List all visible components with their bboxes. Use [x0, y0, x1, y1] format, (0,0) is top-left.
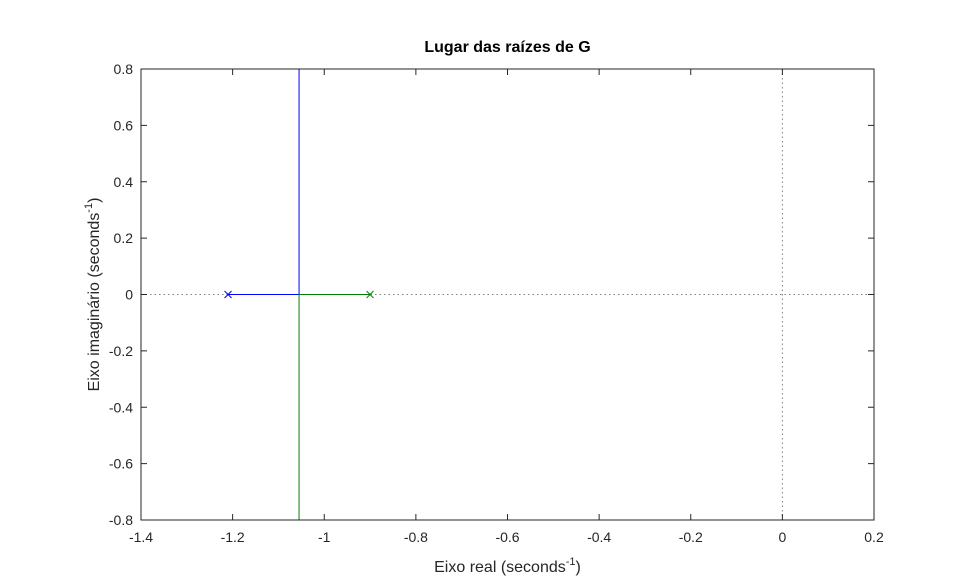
- y-axis-title-superscript: -1: [83, 203, 95, 213]
- plot-area: [141, 69, 874, 520]
- y-tick-label: 0: [125, 287, 133, 303]
- x-tick-label: -0.8: [404, 529, 428, 545]
- x-tick-label: -0.6: [495, 529, 519, 545]
- y-tick-label: -0.2: [109, 343, 133, 359]
- y-axis-title-close: ): [86, 198, 103, 203]
- x-axis-title: Eixo real (seconds-1): [434, 556, 581, 576]
- x-tick-label: -0.4: [587, 529, 611, 545]
- x-axis-title-superscript: -1: [566, 556, 576, 568]
- y-tick-label: 0.2: [114, 230, 134, 246]
- x-tick-label: -0.2: [679, 529, 703, 545]
- x-tick-label: -1: [318, 529, 331, 545]
- y-axis-title: Eixo imaginário (seconds-1): [83, 198, 103, 392]
- x-tick-label: 0: [778, 529, 786, 545]
- y-tick-label: -0.6: [109, 456, 133, 472]
- x-axis-title-main: Eixo real (seconds: [434, 559, 566, 576]
- x-tick-label: -1.2: [221, 529, 245, 545]
- y-tick-label: 0.6: [114, 117, 134, 133]
- x-tick-label: -1.4: [129, 529, 153, 545]
- y-axis-title-main: Eixo imaginário (seconds: [86, 213, 103, 392]
- x-tick-label: 0.2: [864, 529, 884, 545]
- chart-title: Lugar das raízes de G: [424, 39, 590, 56]
- x-axis-title-close: ): [576, 559, 581, 576]
- y-tick-label: -0.4: [109, 399, 133, 415]
- y-tick-label: 0.4: [114, 174, 134, 190]
- y-tick-label: 0.8: [114, 61, 134, 77]
- y-tick-label: -0.8: [109, 512, 133, 528]
